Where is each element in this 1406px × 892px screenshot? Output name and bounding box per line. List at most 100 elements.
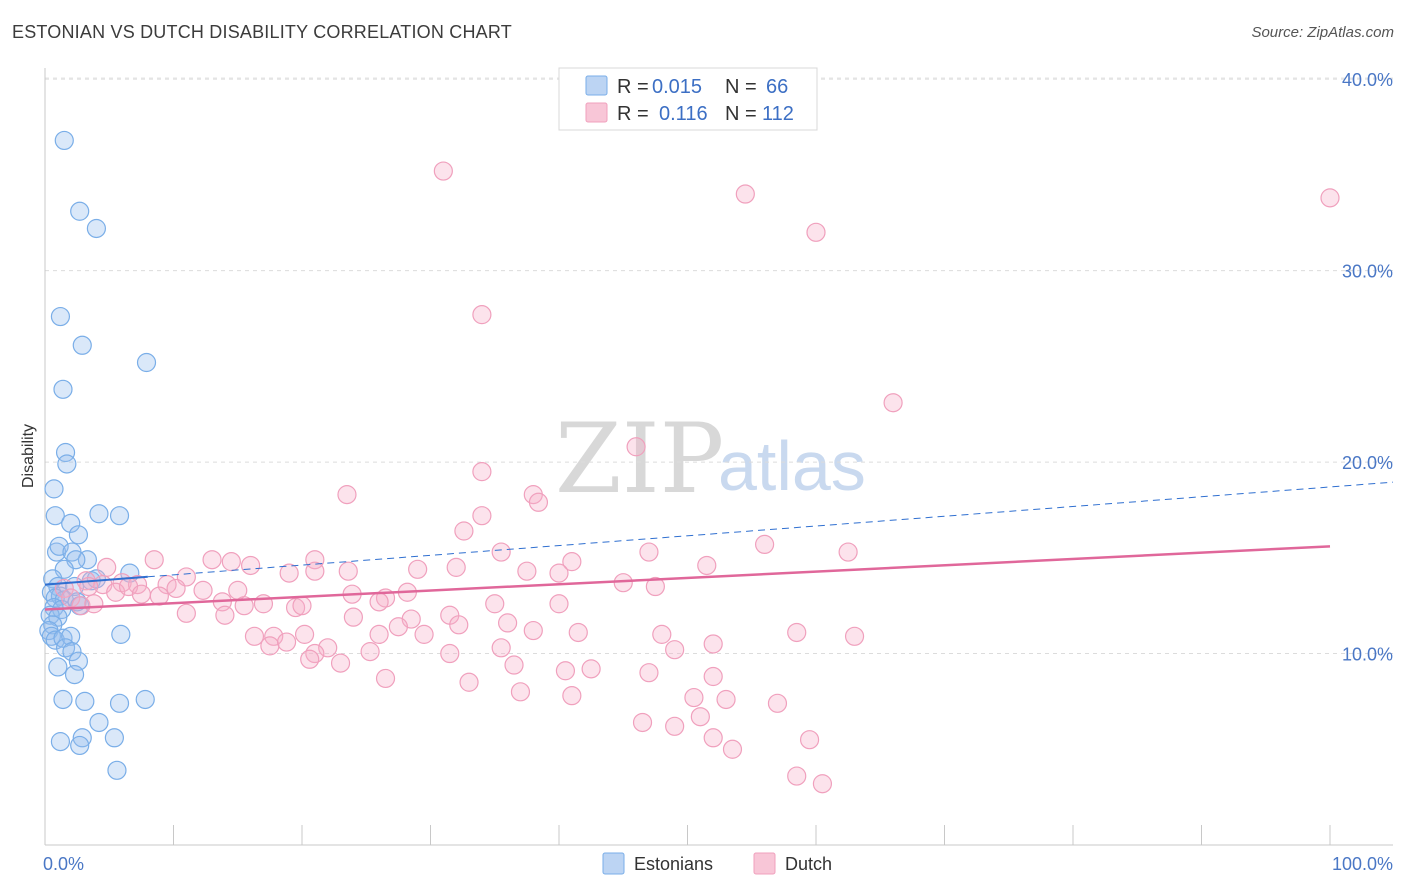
point-dutch bbox=[202, 550, 222, 570]
x-tick-label: 0.0% bbox=[43, 854, 84, 874]
point-dutch bbox=[799, 730, 820, 750]
point-dutch bbox=[665, 640, 685, 660]
point-estonians bbox=[54, 130, 74, 151]
point-estonians bbox=[89, 504, 109, 524]
point-dutch bbox=[449, 615, 469, 635]
point-dutch bbox=[517, 561, 537, 581]
point-dutch bbox=[84, 594, 104, 614]
point-dutch bbox=[555, 661, 576, 681]
point-dutch bbox=[549, 594, 569, 614]
point-dutch bbox=[215, 605, 235, 625]
point-dutch bbox=[787, 766, 807, 786]
point-dutch bbox=[330, 653, 351, 673]
point-estonians bbox=[135, 689, 155, 710]
point-dutch bbox=[498, 613, 518, 633]
point-estonians bbox=[70, 735, 90, 756]
point-dutch bbox=[639, 542, 659, 562]
chart-title: ESTONIAN VS DUTCH DISABILITY CORRELATION… bbox=[12, 22, 512, 42]
tick-labels: 10.0% 20.0% 30.0% 40.0% 0.0% 100.0% bbox=[43, 70, 1393, 874]
point-estonians bbox=[44, 479, 64, 499]
point-dutch bbox=[645, 576, 665, 597]
point-estonians bbox=[70, 201, 90, 221]
point-dutch bbox=[491, 542, 511, 562]
point-dutch bbox=[787, 622, 807, 643]
point-estonians bbox=[104, 728, 124, 748]
point-estonians bbox=[68, 525, 89, 545]
point-dutch bbox=[294, 624, 315, 644]
point-estonians bbox=[111, 624, 131, 644]
trend-line-estonians bbox=[44, 575, 148, 586]
bottom-legend-swatch-dutch bbox=[753, 852, 776, 875]
point-dutch bbox=[414, 624, 434, 644]
point-dutch bbox=[337, 485, 357, 505]
point-dutch bbox=[276, 632, 297, 652]
trend-line-estonians-projection bbox=[147, 481, 1394, 578]
point-dutch bbox=[454, 521, 474, 541]
point-dutch bbox=[703, 634, 723, 654]
point-estonians bbox=[64, 664, 85, 685]
point-dutch bbox=[665, 716, 685, 736]
point-estonians bbox=[45, 630, 65, 650]
point-dutch bbox=[260, 636, 280, 656]
point-dutch bbox=[440, 643, 460, 664]
point-dutch bbox=[697, 555, 717, 576]
point-dutch bbox=[244, 626, 265, 646]
point-dutch bbox=[562, 552, 582, 572]
point-dutch bbox=[131, 584, 151, 604]
y-tick-label: 40.0% bbox=[1342, 70, 1393, 90]
point-dutch bbox=[343, 607, 363, 627]
point-dutch bbox=[360, 642, 380, 662]
point-dutch bbox=[690, 707, 710, 727]
point-dutch bbox=[716, 689, 736, 710]
legend-n-label-dutch: N = bbox=[725, 103, 757, 125]
trend-line-dutch bbox=[44, 545, 1331, 611]
point-dutch bbox=[176, 603, 196, 623]
point-dutch bbox=[528, 492, 549, 512]
watermark-atlas: atlas bbox=[718, 427, 866, 505]
legend-swatch-dutch bbox=[585, 102, 608, 123]
y-axis-label: Disability bbox=[20, 424, 37, 488]
point-estonians bbox=[53, 689, 73, 710]
point-dutch bbox=[305, 643, 325, 664]
point-dutch bbox=[504, 655, 524, 675]
legend-r-label-dutch: R = bbox=[617, 103, 649, 125]
point-dutch bbox=[472, 462, 492, 482]
point-dutch bbox=[510, 682, 531, 702]
point-dutch bbox=[523, 620, 543, 641]
point-estonians bbox=[107, 760, 127, 780]
point-dutch bbox=[767, 693, 788, 713]
point-dutch bbox=[703, 728, 723, 748]
point-dutch bbox=[568, 622, 588, 643]
point-dutch bbox=[639, 663, 659, 683]
point-estonians bbox=[50, 306, 71, 327]
point-dutch bbox=[472, 506, 492, 526]
point-estonians bbox=[109, 693, 130, 713]
point-dutch bbox=[581, 659, 601, 679]
point-estonians bbox=[72, 335, 92, 355]
x-tick-label: 100.0% bbox=[1332, 854, 1393, 874]
point-dutch bbox=[300, 649, 320, 669]
point-dutch bbox=[433, 161, 453, 181]
legend-r-value-estonians: 0.015 bbox=[652, 76, 702, 98]
point-dutch bbox=[632, 712, 653, 733]
point-dutch bbox=[491, 638, 511, 658]
point-dutch bbox=[292, 596, 312, 616]
y-tick-label: 10.0% bbox=[1342, 645, 1393, 665]
point-dutch bbox=[375, 668, 396, 689]
point-dutch bbox=[735, 184, 755, 204]
point-dutch bbox=[369, 592, 389, 612]
point-dutch bbox=[754, 534, 775, 555]
point-estonians bbox=[72, 728, 92, 748]
bottom-legend-swatch-estonians bbox=[602, 852, 625, 875]
chart-source: Source: ZipAtlas.com bbox=[1251, 24, 1394, 41]
point-dutch bbox=[562, 686, 582, 706]
bottom-legend-estonians: Estonians bbox=[634, 854, 713, 874]
point-estonians bbox=[77, 550, 98, 570]
trend-lines bbox=[44, 481, 1394, 611]
legend: R = 0.015 N = 66 R = 0.116 N = 112 bbox=[558, 67, 818, 131]
point-estonians bbox=[86, 218, 107, 239]
point-estonians bbox=[109, 506, 130, 526]
point-dutch bbox=[806, 222, 826, 242]
point-estonians bbox=[61, 513, 81, 533]
point-dutch bbox=[305, 561, 325, 581]
